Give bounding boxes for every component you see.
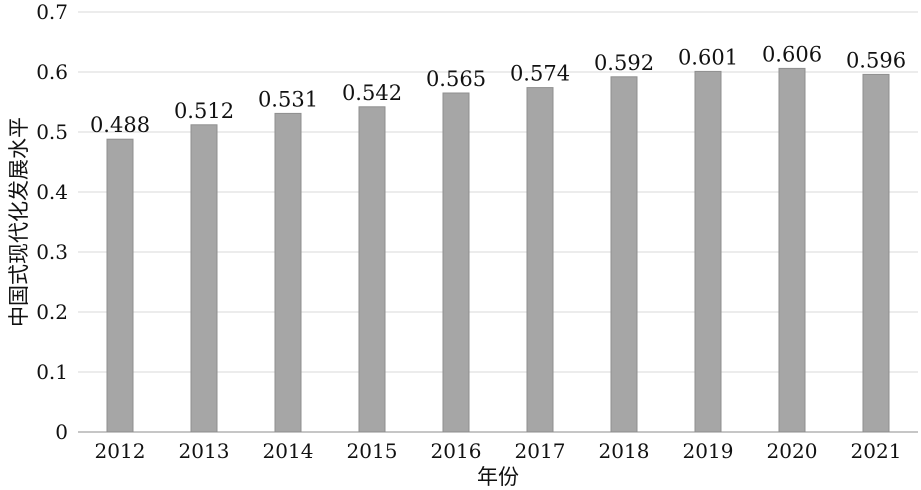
bar [358,106,386,433]
data-label: 0.592 [594,51,654,75]
x-tick-label: 2015 [347,439,398,463]
gridlines [78,11,918,373]
data-label: 0.542 [342,81,402,105]
bar [694,70,722,433]
y-tick-label: 0 [55,420,68,444]
bar [778,67,806,433]
x-tick-label: 2013 [179,439,230,463]
data-label: 0.596 [846,48,906,72]
data-label: 0.574 [510,62,570,86]
x-tick-label: 2019 [683,439,734,463]
data-label: 0.606 [762,42,822,66]
bar [610,76,638,433]
y-tick-labels: 0 0.1 0.2 0.3 0.4 0.5 0.6 0.7 [36,0,68,444]
data-label: 0.565 [426,67,486,91]
y-tick-label: 0.2 [36,300,68,324]
data-label: 0.512 [174,99,234,123]
y-axis-title: 中国式现代化发展水平 [7,117,31,327]
y-tick-label: 0.5 [36,120,68,144]
x-tick-label: 2012 [95,439,146,463]
bars [106,67,890,433]
bar [190,124,218,433]
data-label: 0.601 [678,45,738,69]
x-tick-label: 2021 [851,439,902,463]
y-tick-label: 0.4 [36,180,68,204]
x-axis-title: 年份 [477,465,519,489]
data-labels: 0.488 0.512 0.531 0.542 0.565 0.574 0.592 0.601… [90,42,906,137]
x-tick-labels: 2012 2013 2014 2015 2016 2017 2018 2019 2020 2021 [95,439,902,463]
y-tick-label: 0.1 [36,360,68,384]
data-label: 0.488 [90,113,150,137]
y-tick-label: 0.3 [36,240,68,264]
x-tick-label: 2014 [263,439,314,463]
x-tick-label: 2017 [515,439,566,463]
x-tick-label: 2016 [431,439,482,463]
bar [442,92,470,433]
y-tick-label: 0.6 [36,60,68,84]
x-tick-label: 2020 [767,439,818,463]
bar [526,87,554,433]
x-tick-label: 2018 [599,439,650,463]
data-label: 0.531 [258,87,318,111]
bar [274,112,302,433]
y-tick-label: 0.7 [36,0,68,24]
bar [106,138,134,433]
bar [862,73,890,433]
